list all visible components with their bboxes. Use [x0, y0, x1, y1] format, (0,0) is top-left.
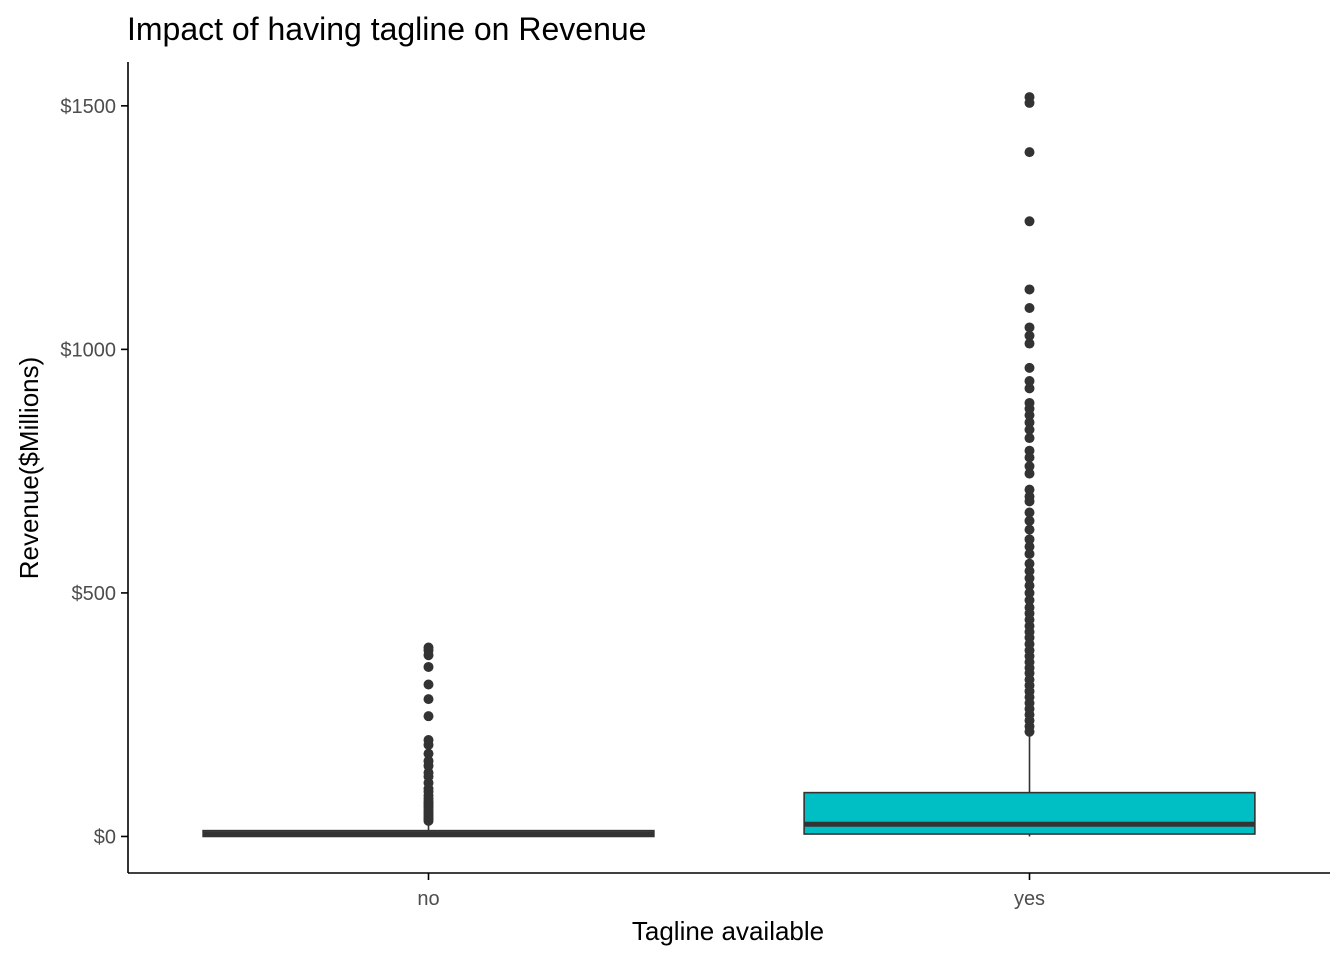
outlier-point	[423, 815, 434, 826]
y-tick-label: $1000	[60, 339, 116, 361]
outlier-point	[1024, 424, 1035, 435]
y-axis-ticks: $0 $500 $1000 $1500	[60, 96, 128, 848]
outlier-point	[1024, 383, 1035, 394]
outlier-point	[1024, 496, 1035, 507]
outlier-point	[423, 748, 434, 759]
box-group-yes	[803, 92, 1256, 837]
chart-title: Impact of having tagline on Revenue	[127, 11, 646, 47]
x-tick-label: yes	[1014, 888, 1045, 910]
y-axis-title: Revenue($Millions)	[14, 357, 44, 580]
outlier-point	[1024, 330, 1035, 341]
outlier-point	[423, 694, 434, 705]
x-axis-ticks: no yes	[417, 873, 1045, 910]
outlier-point	[1024, 524, 1035, 535]
outlier-point	[1024, 452, 1035, 463]
outlier-point	[1024, 534, 1035, 545]
outlier-point	[1024, 322, 1035, 333]
outlier-point	[1024, 726, 1035, 737]
outlier-point	[1024, 216, 1035, 227]
outlier-point	[1024, 468, 1035, 479]
outlier-point	[1024, 410, 1035, 421]
outlier-point	[1024, 515, 1035, 526]
outlier-point	[1024, 548, 1035, 559]
outlier-point	[1024, 376, 1035, 387]
outlier-point	[1024, 433, 1035, 444]
outlier-point	[1024, 595, 1035, 606]
outlier-point	[423, 711, 434, 722]
outlier-point	[1024, 580, 1035, 591]
y-tick-label: $500	[72, 583, 117, 605]
outlier-point	[1024, 541, 1035, 552]
box-iqr	[803, 791, 1256, 835]
outlier-point	[423, 650, 434, 661]
outlier-point	[1024, 507, 1035, 518]
outlier-point	[1024, 362, 1035, 373]
outlier-point	[1024, 587, 1035, 598]
outlier-point	[1024, 461, 1035, 472]
outlier-point	[1024, 338, 1035, 349]
outlier-point	[423, 679, 434, 690]
box-group-no	[202, 642, 655, 838]
outlier-point	[1024, 417, 1035, 428]
outlier-point	[1024, 566, 1035, 577]
y-tick-label: $0	[94, 826, 116, 848]
outlier-point	[1024, 573, 1035, 584]
outlier-point	[1024, 147, 1035, 158]
outlier-point	[1024, 558, 1035, 569]
y-tick-label: $1500	[60, 96, 116, 118]
outlier-point	[1024, 284, 1035, 295]
x-tick-label: no	[417, 888, 439, 910]
plot-area	[202, 92, 1256, 838]
outlier-point	[1024, 97, 1035, 108]
outlier-point	[423, 661, 434, 672]
x-axis-title: Tagline available	[632, 916, 824, 946]
outlier-point	[423, 739, 434, 750]
outlier-point	[1024, 302, 1035, 313]
